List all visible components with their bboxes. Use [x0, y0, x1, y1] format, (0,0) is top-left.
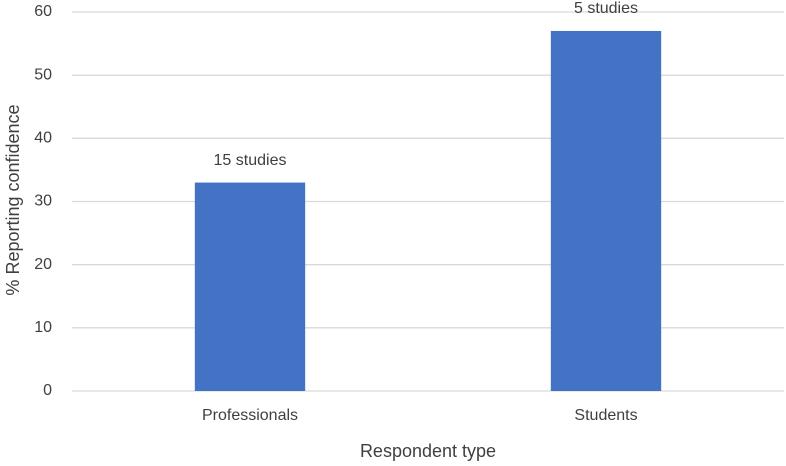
bar: [194, 182, 306, 391]
y-tick-label: 40: [34, 130, 52, 147]
bar-label: 15 studies: [214, 152, 287, 169]
y-tick-label: 10: [34, 319, 52, 336]
y-tick-label: 50: [34, 66, 52, 83]
x-tick-label: Professionals: [202, 407, 298, 424]
y-tick-label: 30: [34, 193, 52, 210]
bar: [550, 30, 662, 391]
y-tick-label: 0: [43, 382, 52, 399]
y-axis-title: % Reporting confidence: [3, 104, 23, 295]
y-tick-label: 20: [34, 256, 52, 273]
x-axis-title: Respondent type: [360, 441, 496, 461]
bar-label: 5 studies: [574, 0, 638, 17]
y-tick-label: 60: [34, 3, 52, 20]
x-tick-label: Students: [574, 407, 637, 424]
